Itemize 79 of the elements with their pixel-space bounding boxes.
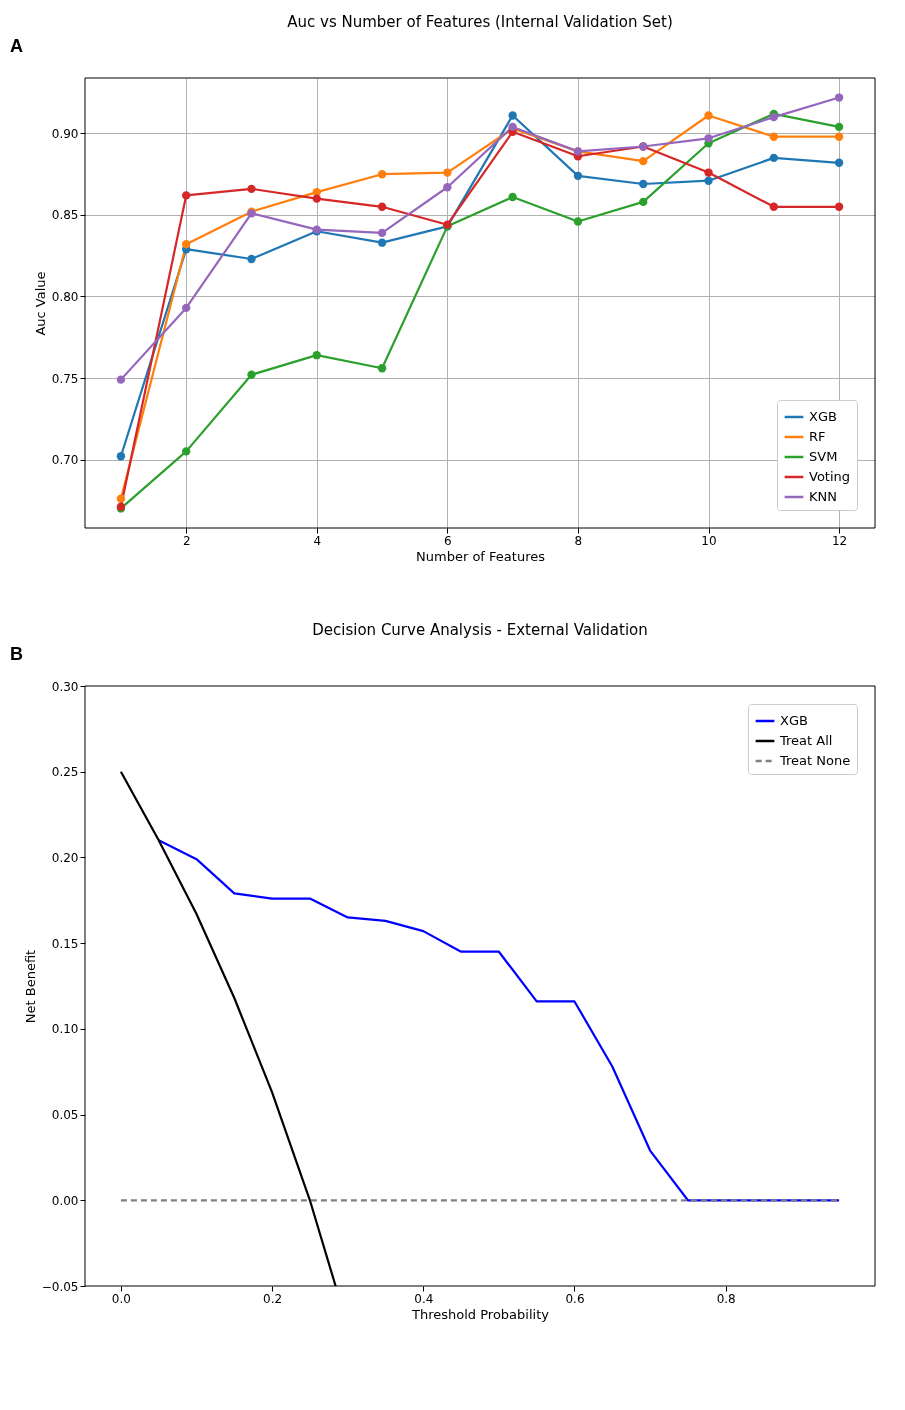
y-tick-label: 0.00 [51, 1193, 79, 1208]
y-tick-label: 0.90 [51, 126, 79, 141]
x-tick-label: 12 [831, 533, 848, 548]
point [312, 194, 321, 203]
point [573, 171, 583, 180]
point [377, 228, 387, 238]
point [116, 494, 126, 503]
y-axis-title: Auc Value [32, 271, 48, 336]
y-tick-label: 0.20 [51, 850, 79, 865]
point [834, 202, 844, 211]
y-tick-label: −0.05 [41, 1279, 79, 1294]
point [508, 111, 517, 120]
point [182, 447, 191, 456]
x-tick-label: 6 [444, 533, 452, 548]
x-tick-label: 2 [182, 533, 191, 548]
point [377, 364, 387, 373]
x-axis-title: Number of Features [416, 548, 546, 564]
point [834, 122, 844, 132]
point [769, 153, 778, 163]
x-tick-label: 0.4 [414, 1291, 434, 1306]
x-tick-label: 10 [701, 533, 717, 548]
y-tick-label: 0.85 [51, 208, 79, 223]
legend-label: XGB [780, 713, 808, 728]
y-tick-label: 0.15 [51, 936, 79, 951]
legend-label: RF [809, 429, 826, 444]
y-tick-label: 0.75 [51, 371, 79, 386]
text: B [10, 644, 23, 664]
chart-title: Auc vs Number of Features (Internal Validation Set) [287, 13, 673, 31]
point [116, 375, 126, 384]
x-tick-label: 0.6 [565, 1291, 585, 1306]
point [182, 240, 191, 249]
point [182, 191, 191, 200]
chart-title: Decision Curve Analysis - External Validation [312, 621, 648, 639]
point [508, 192, 517, 202]
point [704, 134, 713, 143]
point [377, 170, 387, 179]
legend-label: XGB [809, 409, 837, 424]
point [377, 202, 387, 211]
point [443, 168, 452, 177]
point [704, 111, 713, 120]
point [834, 132, 844, 141]
point [639, 156, 648, 166]
y-tick-label: 0.05 [51, 1108, 79, 1123]
point [639, 179, 648, 189]
point [247, 254, 256, 264]
point [704, 176, 713, 185]
point [116, 452, 126, 461]
point [247, 184, 256, 194]
point [769, 132, 778, 141]
point [639, 197, 648, 207]
legend-label: Treat None [779, 753, 851, 768]
point [704, 168, 713, 177]
y-tick-label: 0.10 [51, 1022, 79, 1037]
x-tick-label: 4 [313, 533, 322, 548]
line-series [157, 839, 841, 1202]
legend-label: Treat All [779, 733, 833, 748]
y-tick-label: 0.80 [51, 289, 79, 304]
legend-label: SVM [809, 449, 838, 464]
text: A [10, 36, 23, 56]
point [834, 93, 844, 102]
point [769, 202, 778, 211]
y-tick-label: 0.25 [51, 765, 79, 780]
x-tick-label: 0.2 [263, 1291, 283, 1306]
y-axis-title: Net Benefit [22, 949, 38, 1024]
y-tick-label: 0.70 [51, 453, 79, 468]
point [377, 238, 387, 247]
legend-label: Voting [809, 469, 851, 484]
point [834, 158, 844, 167]
point [182, 303, 191, 313]
point [443, 183, 452, 192]
y-tick-label: 0.30 [51, 679, 79, 694]
x-tick-label: 8 [574, 533, 583, 548]
point [573, 217, 583, 226]
point [312, 351, 321, 360]
x-tick-label: 0.0 [111, 1291, 131, 1306]
point [247, 370, 256, 379]
x-tick-label: 0.8 [716, 1291, 736, 1306]
legend-label: KNN [809, 489, 837, 504]
x-axis-title: Threshold Probability [411, 1306, 550, 1322]
